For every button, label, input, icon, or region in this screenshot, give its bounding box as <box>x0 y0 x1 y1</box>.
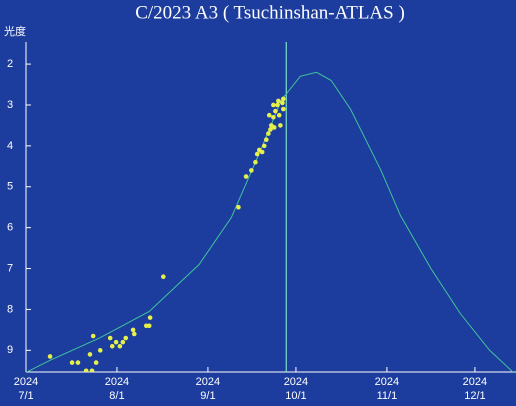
model-curve <box>26 71 514 372</box>
observation <box>97 348 103 353</box>
y-tick-label: 6 <box>7 222 13 234</box>
observation <box>83 368 89 372</box>
observation <box>276 112 282 118</box>
plot-area <box>26 42 514 372</box>
observation <box>253 159 258 165</box>
observation <box>243 174 249 179</box>
x-tick-label: 2024 11/1 <box>375 376 399 402</box>
observation <box>147 315 153 320</box>
observation <box>47 354 53 359</box>
chart-title: C/2023 A3 ( Tsuchinshan-ATLAS ) <box>135 2 405 23</box>
observation <box>278 123 283 128</box>
observation <box>117 343 123 349</box>
observation <box>266 112 272 118</box>
y-tick-label: 4 <box>7 140 13 152</box>
y-axis-label: 光度 <box>4 24 26 38</box>
observation <box>123 335 129 341</box>
observation <box>280 100 285 106</box>
observation <box>266 131 271 136</box>
observation <box>69 360 75 365</box>
y-tick-label: 5 <box>7 181 13 193</box>
observation <box>130 327 136 333</box>
observation <box>281 106 286 112</box>
observation <box>271 114 276 120</box>
observation <box>259 149 265 155</box>
observation <box>89 368 95 372</box>
x-tick-label: 2024 9/1 <box>196 376 220 402</box>
observation <box>120 339 126 345</box>
y-tick-label: 8 <box>7 303 13 315</box>
observation <box>276 98 281 104</box>
observation <box>236 204 241 210</box>
observation <box>264 137 269 143</box>
observation <box>113 339 119 345</box>
observation <box>131 331 137 337</box>
x-tick-label: 2024 8/1 <box>105 376 129 402</box>
y-tick-label: 9 <box>7 344 13 356</box>
x-tick-label: 2024 7/1 <box>14 376 38 402</box>
observation <box>93 360 99 365</box>
observation <box>273 108 278 114</box>
y-tick-label: 2 <box>7 58 13 70</box>
observation <box>281 96 286 102</box>
observation <box>268 127 273 132</box>
observation <box>271 125 277 130</box>
x-tick-label: 2024 12/1 <box>463 376 487 402</box>
observation <box>107 335 113 341</box>
observation <box>87 352 93 357</box>
observation <box>249 168 254 173</box>
y-tick-label: 7 <box>7 262 13 274</box>
observation <box>275 102 280 108</box>
observation <box>161 274 166 280</box>
observation <box>254 151 260 157</box>
y-tick-label: 3 <box>7 99 13 111</box>
observation <box>109 343 115 349</box>
observation <box>75 360 81 365</box>
observation <box>90 333 96 339</box>
observation <box>261 143 267 149</box>
observation <box>146 323 152 329</box>
observation <box>271 102 276 108</box>
x-tick-label: 2024 10/1 <box>284 376 308 402</box>
